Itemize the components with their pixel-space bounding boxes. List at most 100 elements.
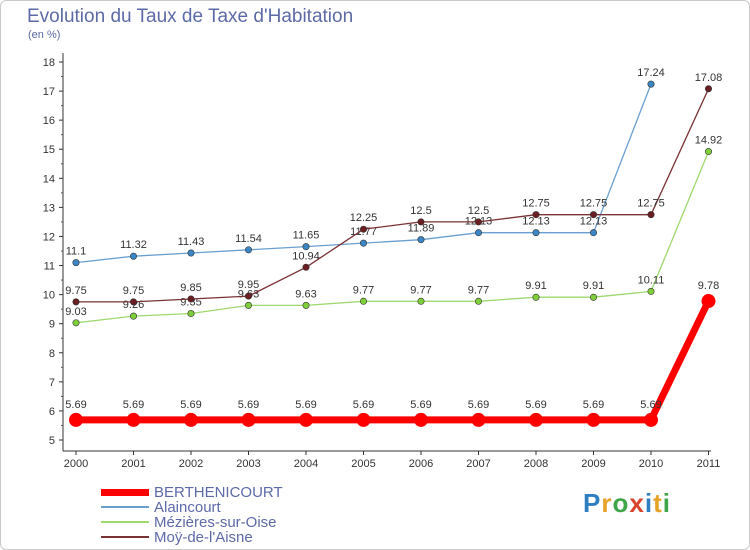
data-point-berthenicourt [414,412,428,427]
data-point-moy-de-l-aisne [532,211,540,219]
y-tick-label: 8 [49,348,55,360]
series-line-mezieres-sur-oise [75,150,710,324]
data-label-berthenicourt: 5.69 [238,399,259,411]
x-tick-label: 2008 [524,458,548,470]
data-point-alaincourt [474,229,482,237]
data-point-moy-de-l-aisne [302,263,310,271]
data-point-moy-de-l-aisne [130,298,138,306]
data-label-moy-de-l-aisne: 9.95 [238,279,259,291]
data-point-alaincourt [417,236,425,244]
legend-swatch-mezieres [101,521,149,523]
y-tick-label: 15 [43,144,55,156]
unit-label: (en %) [28,29,61,41]
data-point-mezieres-sur-oise [245,301,253,309]
data-point-alaincourt [302,243,310,251]
data-label-mezieres-sur-oise: 9.03 [65,306,86,318]
logo-letter: r [601,488,613,518]
data-point-mezieres-sur-oise [647,287,655,295]
y-tick-label: 11 [44,261,55,273]
data-point-alaincourt [647,80,655,88]
data-point-berthenicourt [701,294,716,309]
data-label-berthenicourt: 5.69 [65,399,86,411]
data-point-moy-de-l-aisne [417,218,425,226]
x-tick-label: 2009 [581,458,605,470]
data-label-alaincourt: 11.43 [178,236,205,248]
x-tick-label: 2010 [639,458,663,470]
legend-label-berthenicourt: BERTHENICOURT [154,484,283,501]
chart-title: Evolution du Taux de Taxe d'Habitation [27,6,354,27]
logo-letter: i [644,488,654,518]
x-tick-label: 2001 [121,458,145,470]
data-label-berthenicourt: 5.69 [353,399,374,411]
logo-letter: P [583,488,602,518]
data-point-moy-de-l-aisne [245,292,253,300]
data-label-alaincourt: 11.1 [66,246,87,258]
data-label-alaincourt: 17.24 [637,67,665,79]
data-label-moy-de-l-aisne: 12.75 [637,198,665,210]
data-label-moy-de-l-aisne: 12.75 [522,198,550,210]
data-label-moy-de-l-aisne: 9.75 [123,285,144,297]
data-label-mezieres-sur-oise: 10.11 [638,274,665,286]
y-tick-label: 14 [43,173,55,185]
data-point-berthenicourt [644,412,658,427]
y-tick-label: 13 [43,202,55,214]
data-point-alaincourt [359,239,367,247]
data-label-alaincourt: 11.32 [120,239,147,251]
data-point-moy-de-l-aisne [187,295,195,303]
data-point-mezieres-sur-oise [589,293,597,301]
series-line-berthenicourt [72,297,712,424]
data-label-alaincourt: 11.54 [235,233,262,245]
x-tick-label: 2003 [236,458,260,470]
data-point-moy-de-l-aisne [72,298,80,306]
x-tick-label: 2006 [409,458,433,470]
data-label-alaincourt: 12.13 [522,216,550,228]
data-point-moy-de-l-aisne [704,85,712,93]
data-point-mezieres-sur-oise [474,297,482,305]
y-tick-label: 17 [43,86,55,98]
data-label-moy-de-l-aisne: 9.85 [180,282,201,294]
data-label-mezieres-sur-oise: 14.92 [695,135,723,147]
data-label-berthenicourt: 5.69 [468,399,489,411]
legend-swatch-moy [101,536,149,538]
legend-swatch-berthenicourt [101,489,149,496]
data-label-moy-de-l-aisne: 12.5 [410,205,431,217]
logo-letter: t [653,488,663,518]
data-label-berthenicourt: 5.69 [123,399,144,411]
data-point-moy-de-l-aisne [359,225,367,233]
data-point-berthenicourt [184,412,198,427]
data-point-mezieres-sur-oise [532,293,540,301]
legend-label-moy: Moÿ-de-l'Aisne [154,529,253,546]
logo-letter: x [629,488,645,518]
data-label-berthenicourt: 5.69 [640,399,661,411]
x-tick-label: 2011 [697,458,721,470]
data-point-moy-de-l-aisne [647,211,655,219]
data-point-berthenicourt [69,412,83,427]
data-point-mezieres-sur-oise [359,297,367,305]
data-point-berthenicourt [356,412,371,427]
data-point-alaincourt [532,229,540,237]
data-point-berthenicourt [126,412,141,427]
y-tick-label: 16 [43,115,55,127]
data-label-moy-de-l-aisne: 10.94 [292,250,320,262]
data-point-alaincourt [72,259,80,267]
data-label-berthenicourt: 5.69 [410,399,431,411]
data-label-berthenicourt: 5.69 [295,399,316,411]
series-line-moy-de-l-aisne [75,88,710,303]
x-tick-label: 2000 [64,458,88,470]
legend-swatch-alaincourt [101,506,149,508]
data-label-moy-de-l-aisne: 9.75 [65,285,86,297]
data-point-alaincourt [589,229,597,237]
y-tick-label: 5 [49,435,55,447]
data-label-mezieres-sur-oise: 9.77 [468,284,489,296]
data-point-mezieres-sur-oise [72,319,80,327]
data-point-alaincourt [130,252,138,260]
data-point-berthenicourt [471,412,486,427]
y-tick-label: 18 [43,57,55,69]
y-tick-label: 9 [49,319,55,331]
x-tick-label: 2005 [351,458,375,470]
data-point-moy-de-l-aisne [589,211,597,219]
data-point-moy-de-l-aisne [474,218,482,226]
data-label-berthenicourt: 5.69 [525,399,546,411]
data-point-alaincourt [187,249,195,257]
